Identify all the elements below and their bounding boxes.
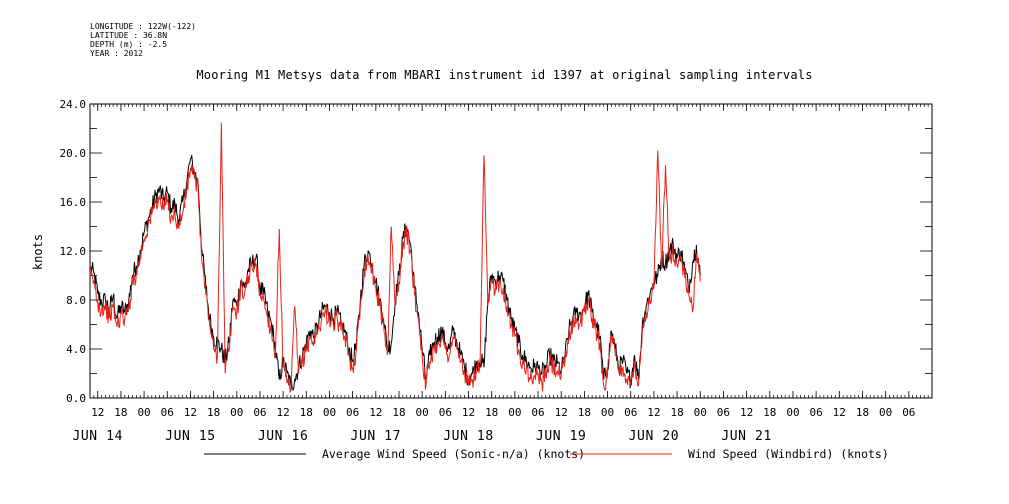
axis-ticks: 12 18 00 06 12 18 00 06 12 18 00 06 12 18 00 06 12 18 00 06… <box>60 98 933 444</box>
x-hour-label: 06 <box>346 406 359 419</box>
x-day-label: JUN 17 <box>351 429 402 444</box>
x-hour-label: 18 <box>207 406 220 419</box>
x-hour-label: 06 <box>439 406 452 419</box>
x-hour-label: 18 <box>578 406 591 419</box>
y-tick-label: 16.0 <box>60 196 87 209</box>
x-day-label: JUN 16 <box>258 429 309 444</box>
x-hour-label: 12 <box>740 406 753 419</box>
y-tick-label: 24.0 <box>60 98 87 111</box>
chart-title: Mooring M1 Metsys data from MBARI instru… <box>196 68 813 82</box>
x-day-label: JUN 21 <box>721 429 772 444</box>
series-line-1 <box>89 122 701 394</box>
y-tick-label: 4.0 <box>66 343 86 356</box>
y-tick-label: 20.0 <box>60 147 87 160</box>
x-hour-label: 12 <box>647 406 660 419</box>
x-day-label: JUN 18 <box>443 429 494 444</box>
x-hour-label: 06 <box>624 406 637 419</box>
x-hour-label: 00 <box>323 406 336 419</box>
x-hour-label: 12 <box>276 406 289 419</box>
x-hour-label: 12 <box>462 406 475 419</box>
x-hour-label: 18 <box>670 406 683 419</box>
legend-label-windbird: Wind Speed (Windbird) (knots) <box>688 447 889 461</box>
x-hour-label: 06 <box>531 406 544 419</box>
x-hour-label: 18 <box>763 406 776 419</box>
latitude-label: LATITUDE : 36.8N <box>90 31 168 40</box>
x-hour-label: 06 <box>161 406 174 419</box>
y-axis-label: knots <box>31 234 45 270</box>
y-tick-label: 8.0 <box>66 294 86 307</box>
x-hour-label: 00 <box>137 406 150 419</box>
x-hour-label: 00 <box>416 406 429 419</box>
x-hour-label: 12 <box>369 406 382 419</box>
depth-label: DEPTH (m) : -2.5 <box>90 40 168 49</box>
x-hour-label: 06 <box>902 406 915 419</box>
x-hour-label: 18 <box>856 406 869 419</box>
x-hour-label: 12 <box>555 406 568 419</box>
x-day-label: JUN 19 <box>536 429 587 444</box>
longitude-label: LONGITUDE : 122W(-122) <box>90 22 196 31</box>
x-hour-label: 12 <box>91 406 104 419</box>
x-day-label: JUN 20 <box>629 429 680 444</box>
x-hour-label: 06 <box>810 406 823 419</box>
series-layer <box>89 122 701 394</box>
legend: Average Wind Speed (Sonic-n/a) (knots) W… <box>204 447 889 461</box>
x-hour-label: 18 <box>485 406 498 419</box>
series-line-0 <box>89 154 701 391</box>
y-tick-label: 12.0 <box>60 245 87 258</box>
x-hour-label: 00 <box>786 406 799 419</box>
x-hour-label: 00 <box>508 406 521 419</box>
x-hour-label: 00 <box>230 406 243 419</box>
x-hour-label: 00 <box>879 406 892 419</box>
x-hour-label: 12 <box>833 406 846 419</box>
year-label: YEAR : 2012 <box>90 49 143 58</box>
x-hour-label: 18 <box>114 406 127 419</box>
x-hour-label: 12 <box>184 406 197 419</box>
x-hour-label: 00 <box>601 406 614 419</box>
x-day-label: JUN 15 <box>165 429 216 444</box>
x-hour-label: 18 <box>392 406 405 419</box>
x-hour-label: 18 <box>300 406 313 419</box>
x-hour-label: 00 <box>694 406 707 419</box>
y-tick-label: 0.0 <box>66 392 86 405</box>
x-hour-label: 06 <box>717 406 730 419</box>
metadata-block: LONGITUDE : 122W(-122) LATITUDE : 36.8N … <box>90 22 196 58</box>
x-day-label: JUN 14 <box>72 429 123 444</box>
x-hour-label: 06 <box>253 406 266 419</box>
legend-label-avg: Average Wind Speed (Sonic-n/a) (knots) <box>322 447 585 461</box>
